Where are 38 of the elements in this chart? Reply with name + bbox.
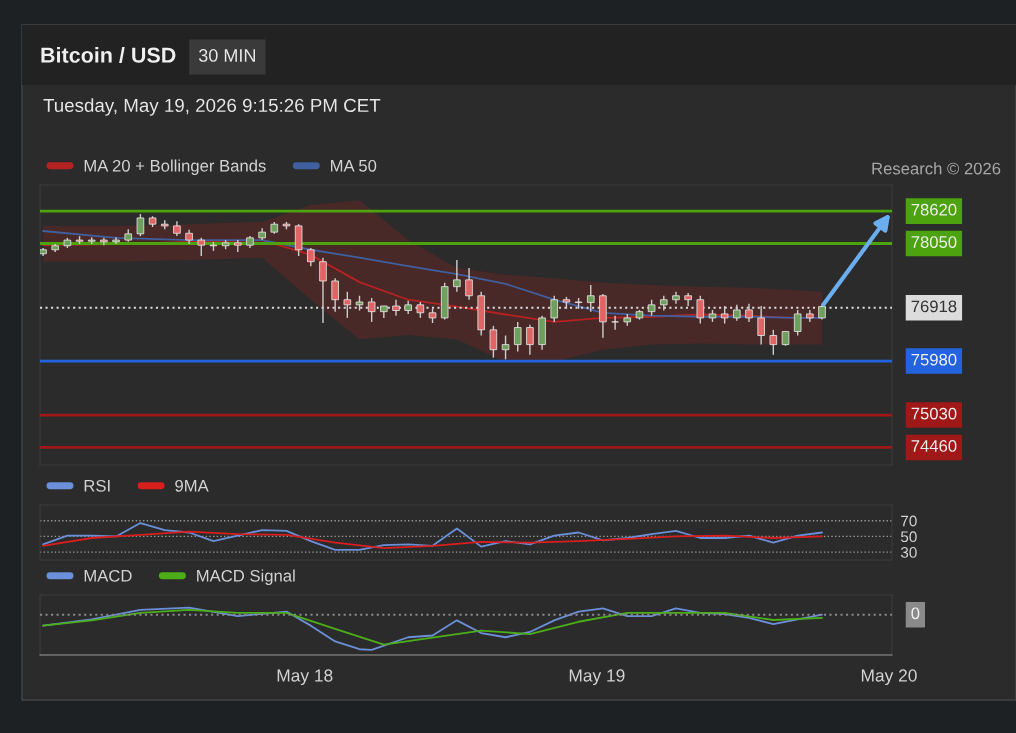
ref-line-label: 75030 [911,407,957,420]
legend-label: 9MA [175,479,209,492]
series-label: MACD [84,569,132,582]
legend-label: MACD Signal [197,569,295,585]
candlestick [769,329,778,356]
candlestick [307,247,315,267]
y-tick-label: 50 [900,531,917,543]
ref-line-label: 0 [911,607,920,620]
candlestick [611,314,619,331]
candlestick [294,223,303,257]
y-tick-label: 30 [900,547,917,558]
legend-label: RSI [84,479,110,492]
candlestick [489,325,498,359]
chart-subtitle: Tuesday, May 19, 2026 9:15:26 PM CET [43,98,381,116]
ref-line-label: 74460 [911,440,957,452]
candlestick [465,267,473,301]
line-series [42,522,823,551]
ref-line-label: 75980 [911,353,957,366]
x-tick-label: May 18 [277,669,333,686]
candlestick [319,257,327,324]
candlestick [501,334,510,361]
candlestick [513,321,522,353]
text: Research © 2026 [872,162,1001,175]
legend-label: MA 50 [331,159,377,172]
candlestick [526,324,534,356]
x-tick-label: May 19 [569,669,625,686]
ref-line-label: 76918 [911,300,957,313]
x-tick-label: May 20 [861,669,917,686]
ref-line-label: 78620 [911,203,957,216]
y-tick-label: 70 [901,515,917,527]
candlestick [197,237,206,257]
chart-title: Bitcoin / USD [41,46,176,63]
line-series [42,530,823,550]
legend-label: MA 20 + Bollinger Bands [84,159,266,175]
candlestick [136,213,145,237]
text: 30 MIN [198,49,255,62]
candlestick [453,259,461,293]
ref-line-label: 78050 [911,236,957,248]
